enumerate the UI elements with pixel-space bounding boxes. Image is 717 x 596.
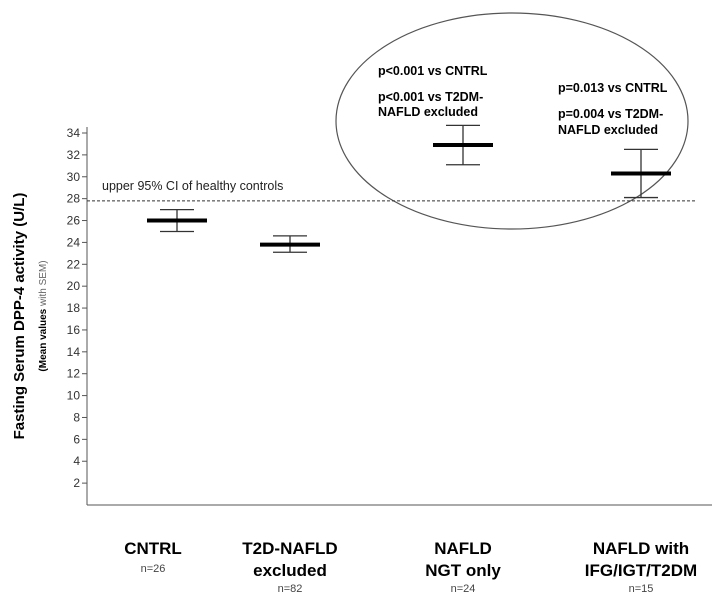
- y-tick-label: 34: [67, 126, 81, 140]
- data-marks: [147, 124, 671, 253]
- x-labels: CNTRL n=26 T2D-NAFLD excluded n=82 NAFLD NGT o…: [124, 539, 697, 595]
- reference-line-label: upper 95% CI of healthy controls: [102, 179, 283, 193]
- y-tick-label: 22: [67, 257, 81, 271]
- y-tick-label: 32: [67, 148, 81, 162]
- reference-line-group: upper 95% CI of healthy controls: [87, 179, 697, 202]
- y-tick-label: 16: [67, 323, 81, 337]
- y-tick-label: 12: [67, 367, 81, 381]
- category-label: CNTRL: [124, 539, 182, 558]
- y-tick-label: 14: [67, 345, 81, 359]
- p-value-annotation: p=0.004 vs T2DM-: [558, 107, 663, 121]
- p-value-annotation: NAFLD excluded: [558, 123, 658, 137]
- y-tick-label: 18: [67, 301, 81, 315]
- y-axis-subtitle-bold: (Mean values: [38, 306, 49, 372]
- y-tick-label: 10: [67, 389, 81, 403]
- sample-size-label: n=15: [629, 583, 654, 595]
- y-tick-label: 24: [67, 235, 81, 249]
- category-label: excluded: [253, 561, 327, 580]
- p-value-annotation: NAFLD excluded: [378, 105, 478, 119]
- highlight-ellipse: [335, 12, 689, 230]
- y-axis-title: Fasting Serum DPP-4 activity (U/L): [11, 193, 28, 440]
- p-value-annotation: p<0.001 vs CNTRL: [378, 64, 488, 78]
- sample-size-label: n=82: [278, 583, 303, 595]
- y-tick-label: 4: [73, 454, 80, 468]
- y-tick-label: 8: [73, 410, 80, 424]
- category-label: NAFLD: [434, 539, 492, 558]
- sample-size-label: n=26: [141, 563, 166, 575]
- y-tick-label: 6: [73, 432, 80, 446]
- category-label: IFG/IGT/T2DM: [585, 561, 697, 580]
- p-value-annotation: p=0.013 vs CNTRL: [558, 81, 668, 95]
- p-value-annotation: p<0.001 vs T2DM-: [378, 90, 483, 104]
- y-tick-label: 30: [67, 170, 81, 184]
- category-label: NGT only: [425, 561, 501, 580]
- y-tick-label: 20: [67, 279, 81, 293]
- y-tick-label: 2: [73, 476, 80, 490]
- y-axis-subtitle: (Mean values with SEM): [38, 260, 49, 371]
- category-label: T2D-NAFLD: [242, 539, 337, 558]
- y-tick-label: 26: [67, 214, 81, 228]
- y-axis-subtitle-light: with SEM): [38, 260, 49, 307]
- category-label: NAFLD with: [593, 539, 689, 558]
- y-tick-label: 28: [67, 192, 81, 206]
- sample-size-label: n=24: [451, 583, 476, 595]
